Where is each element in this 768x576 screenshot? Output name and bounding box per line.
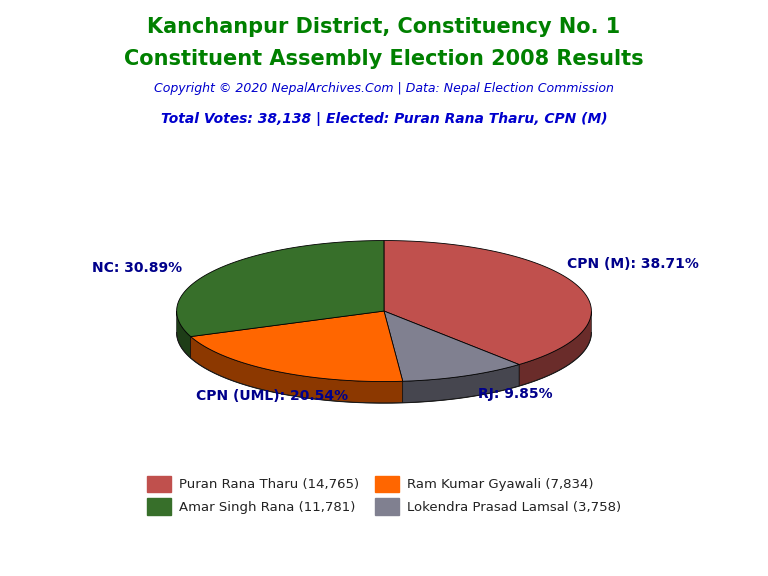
Polygon shape <box>190 311 402 381</box>
Text: Total Votes: 38,138 | Elected: Puran Rana Tharu, CPN (M): Total Votes: 38,138 | Elected: Puran Ran… <box>161 112 607 126</box>
Polygon shape <box>384 311 519 381</box>
Polygon shape <box>402 365 519 403</box>
Text: RJ: 9.85%: RJ: 9.85% <box>478 387 552 401</box>
Legend: Puran Rana Tharu (14,765), Amar Singh Rana (11,781), Ram Kumar Gyawali (7,834), : Puran Rana Tharu (14,765), Amar Singh Ra… <box>142 471 626 520</box>
Polygon shape <box>384 241 591 365</box>
Text: NC: 30.89%: NC: 30.89% <box>92 261 182 275</box>
Polygon shape <box>177 311 190 358</box>
Text: CPN (UML): 20.54%: CPN (UML): 20.54% <box>196 389 348 403</box>
Polygon shape <box>519 312 591 386</box>
Text: CPN (M): 38.71%: CPN (M): 38.71% <box>567 257 699 271</box>
Text: Kanchanpur District, Constituency No. 1: Kanchanpur District, Constituency No. 1 <box>147 17 621 37</box>
Text: Constituent Assembly Election 2008 Results: Constituent Assembly Election 2008 Resul… <box>124 49 644 69</box>
Text: Copyright © 2020 NepalArchives.Com | Data: Nepal Election Commission: Copyright © 2020 NepalArchives.Com | Dat… <box>154 82 614 95</box>
Polygon shape <box>177 241 384 336</box>
Polygon shape <box>190 336 402 403</box>
